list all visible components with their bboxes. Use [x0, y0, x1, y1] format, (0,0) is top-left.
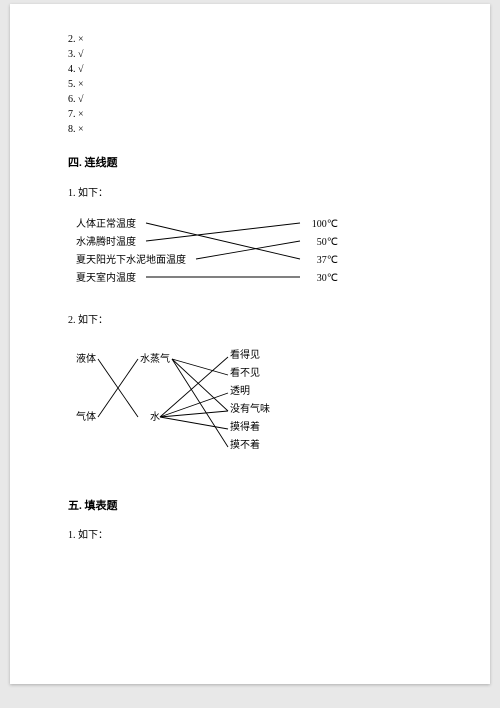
answer-4: 4. √	[68, 62, 432, 77]
answer-6: 6. √	[68, 92, 432, 107]
matching-diagram-1: 人体正常温度 水沸腾时温度 夏天阳光下水泥地面温度 夏天室内温度 100℃ 50…	[68, 215, 338, 293]
answer-8: 8. ×	[68, 122, 432, 137]
document-page: 2. × 3. √ 4. √ 5. × 6. √ 7. × 8. × 四. 连线…	[10, 4, 490, 684]
answer-7: 7. ×	[68, 107, 432, 122]
section-5-heading: 五. 填表题	[68, 498, 432, 515]
answer-5: 5. ×	[68, 77, 432, 92]
answer-list: 2. × 3. √ 4. √ 5. × 6. √ 7. × 8. ×	[68, 32, 432, 137]
s5-q1-label: 1. 如下：	[68, 528, 432, 543]
answer-3: 3. √	[68, 47, 432, 62]
section-4-heading: 四. 连线题	[68, 155, 432, 172]
d1-lines	[68, 215, 338, 293]
q1-label: 1. 如下：	[68, 186, 432, 201]
q2-label: 2. 如下：	[68, 313, 432, 328]
d2-lines	[68, 342, 288, 472]
matching-diagram-2: 液体 气体 水蒸气 水 看得见 看不见 透明 没有气味 摸得着 摸不着	[68, 342, 288, 472]
answer-2: 2. ×	[68, 32, 432, 47]
